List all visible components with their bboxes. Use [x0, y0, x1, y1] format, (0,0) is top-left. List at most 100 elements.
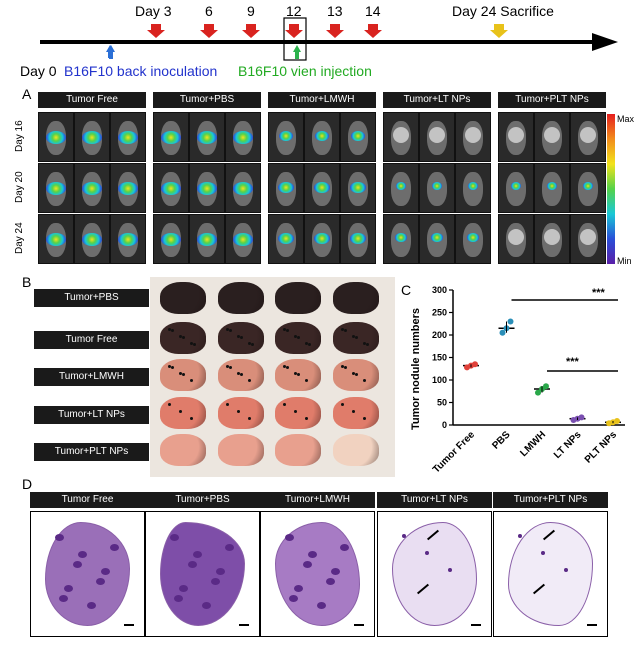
mouse-image: [268, 112, 304, 162]
nodule-chart: 0 50 100 150 200 250 300 Tumor Free PBS LMWH LT NP…: [431, 285, 625, 476]
lung-specimen: [333, 282, 379, 314]
mouse-image: [153, 214, 189, 264]
timeline-day6: 6: [205, 3, 213, 19]
mouse-image: [534, 214, 570, 264]
lung-specimen: [160, 322, 206, 354]
panel-d-letter: D: [22, 476, 33, 492]
arrow-day13: [326, 24, 344, 38]
lung-specimen: [275, 397, 321, 429]
day12-box: [283, 17, 307, 61]
color-scale-bar: [607, 114, 615, 264]
timeline-day14: 14: [365, 3, 381, 19]
histology-image: [493, 511, 608, 637]
timeline-day3: Day 3: [135, 3, 172, 19]
lung-specimen: [218, 397, 264, 429]
mouse-image: [225, 112, 261, 162]
arrow-day3: [147, 24, 165, 38]
timeline-day0: Day 0: [20, 63, 57, 79]
timeline-day9: 9: [247, 3, 255, 19]
lung-specimen: [333, 397, 379, 429]
mouse-image: [534, 112, 570, 162]
mouse-image: [455, 214, 491, 264]
row-label: Day 16: [14, 120, 25, 152]
histology-header: Tumor Free: [30, 492, 145, 508]
mouse-image: [419, 163, 455, 213]
panel-a: Tumor Free Tumor+PBS Tumor+LMWH Tumor+LT NP…: [0, 0, 639, 280]
mouse-image: [189, 112, 225, 162]
mouse-image: [189, 214, 225, 264]
lung-label-tumor-free: Tumor Free: [34, 331, 149, 349]
mouse-image: [268, 214, 304, 264]
arrow-day6: [200, 24, 218, 38]
timeline: [40, 17, 618, 61]
arrow-day14: [364, 24, 382, 38]
mouse-image: [38, 112, 74, 162]
timeline-inoculation: B16F10 back inoculation: [64, 63, 218, 79]
mouse-image: [110, 163, 146, 213]
mouse-image: [570, 112, 606, 162]
group-header: Tumor+PLT NPs: [498, 92, 606, 108]
group-header: Tumor Free: [38, 92, 146, 108]
y-tick-label: 0: [442, 420, 447, 430]
data-point: [472, 361, 478, 368]
red-arrows: [147, 24, 382, 38]
mouse-image: [153, 163, 189, 213]
mouse-image: [304, 112, 340, 162]
mouse-image: [225, 163, 261, 213]
panel-b-letter: B: [22, 274, 32, 290]
mouse-image: [340, 163, 376, 213]
mouse-image: [498, 112, 534, 162]
significance-2: ***: [566, 356, 579, 368]
mouse-image: [74, 112, 110, 162]
mouse-image: [38, 214, 74, 264]
timeline-injection: B16F10 vien injection: [238, 63, 372, 79]
histology-header: Tumor+PBS: [145, 492, 260, 508]
row-label: Day 20: [14, 171, 25, 203]
panel-c-letter: C: [401, 282, 412, 298]
lung-specimen: [160, 359, 206, 391]
mouse-image: [110, 112, 146, 162]
data-point: [543, 383, 549, 390]
group-header: Tumor+LT NPs: [383, 92, 491, 108]
mouse-image: [498, 163, 534, 213]
data-point: [535, 389, 541, 396]
mouse-image: [304, 214, 340, 264]
lung-specimen: [333, 434, 379, 466]
histology-header: Tumor+LMWH: [260, 492, 375, 508]
data-point: [578, 414, 585, 421]
lung-specimen: [275, 359, 321, 391]
mouse-image: [340, 214, 376, 264]
mouse-image: [383, 214, 419, 264]
histology-image: [260, 511, 375, 637]
mouse-image: [383, 112, 419, 162]
mouse-image: [498, 214, 534, 264]
mouse-image: [38, 163, 74, 213]
lung-specimen: [218, 434, 264, 466]
mouse-image: [570, 163, 606, 213]
lung-specimen: [160, 397, 206, 429]
y-tick-label: 200: [432, 330, 447, 340]
lung-label-pbs: Tumor+PBS: [34, 289, 149, 307]
mouse-image: [304, 163, 340, 213]
lung-specimen: [333, 322, 379, 354]
mouse-image: [455, 163, 491, 213]
lung-photo: [150, 277, 395, 477]
lung-specimen: [275, 282, 321, 314]
x-tick-label: LT NPs: [552, 429, 584, 461]
mouse-image: [225, 214, 261, 264]
mouse-image: [268, 163, 304, 213]
y-tick-label: 300: [432, 285, 447, 295]
mouse-image: [419, 112, 455, 162]
histology-header: Tumor+PLT NPs: [493, 492, 608, 508]
row-label: Day 24: [14, 222, 25, 254]
histology-image: [30, 511, 145, 637]
lung-specimen: [160, 282, 206, 314]
x-tick-label: LMWH: [518, 429, 548, 459]
lung-label-lt-nps: Tumor+LT NPs: [34, 406, 149, 424]
panel-a-letter: A: [22, 86, 32, 102]
mouse-image: [570, 214, 606, 264]
timeline-sacrifice: Day 24 Sacrifice: [452, 3, 554, 19]
data-point: [507, 318, 514, 325]
mouse-image: [153, 112, 189, 162]
lung-specimen: [275, 434, 321, 466]
